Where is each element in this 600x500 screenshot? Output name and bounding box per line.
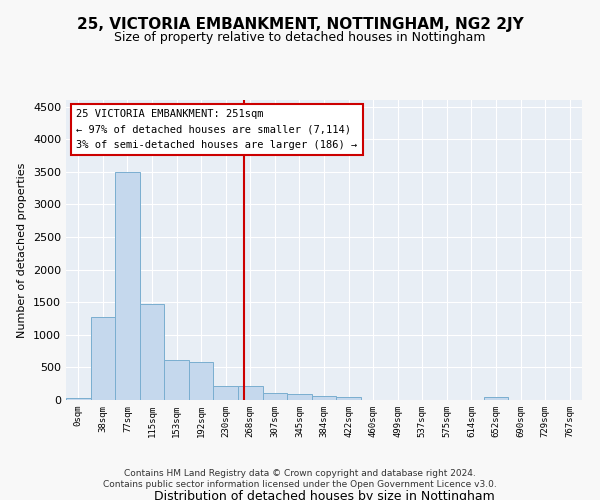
Bar: [214, 386, 238, 400]
Bar: [140, 304, 164, 400]
Bar: [66, 398, 91, 400]
Bar: [91, 316, 115, 400]
Y-axis label: Number of detached properties: Number of detached properties: [17, 162, 28, 338]
Text: Contains public sector information licensed under the Open Government Licence v3: Contains public sector information licen…: [103, 480, 497, 489]
Text: 25 VICTORIA EMBANKMENT: 251sqm
← 97% of detached houses are smaller (7,114)
3% o: 25 VICTORIA EMBANKMENT: 251sqm ← 97% of …: [76, 109, 358, 150]
Bar: [287, 394, 312, 400]
Text: Contains HM Land Registry data © Crown copyright and database right 2024.: Contains HM Land Registry data © Crown c…: [124, 468, 476, 477]
Text: 25, VICTORIA EMBANKMENT, NOTTINGHAM, NG2 2JY: 25, VICTORIA EMBANKMENT, NOTTINGHAM, NG2…: [77, 18, 523, 32]
X-axis label: Distribution of detached houses by size in Nottingham: Distribution of detached houses by size …: [154, 490, 494, 500]
Bar: [263, 393, 287, 400]
Bar: [115, 172, 140, 400]
Bar: [189, 362, 214, 400]
Bar: [484, 396, 508, 400]
Bar: [336, 398, 361, 400]
Bar: [164, 360, 189, 400]
Bar: [238, 386, 263, 400]
Bar: [312, 396, 336, 400]
Text: Size of property relative to detached houses in Nottingham: Size of property relative to detached ho…: [114, 31, 486, 44]
